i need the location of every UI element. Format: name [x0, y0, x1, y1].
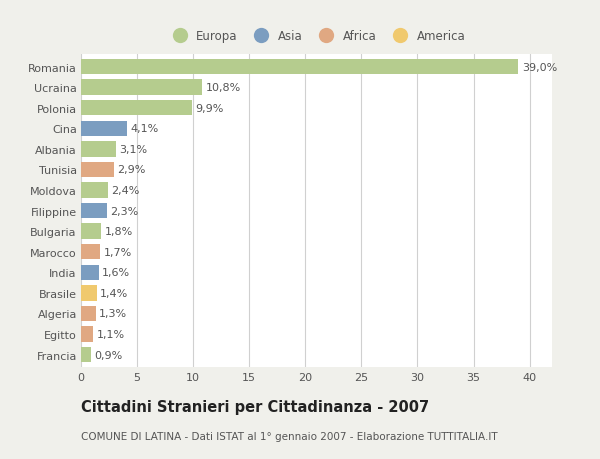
Text: 1,7%: 1,7% [103, 247, 131, 257]
Bar [81, 224, 101, 240]
Text: Cittadini Stranieri per Cittadinanza - 2007: Cittadini Stranieri per Cittadinanza - 2… [81, 399, 429, 414]
Text: 2,4%: 2,4% [111, 185, 140, 196]
Bar [81, 142, 116, 157]
Text: 10,8%: 10,8% [205, 83, 241, 93]
Bar [81, 327, 94, 342]
Text: 3,1%: 3,1% [119, 145, 147, 155]
Text: 4,1%: 4,1% [130, 124, 158, 134]
Text: 1,3%: 1,3% [99, 309, 127, 319]
Text: COMUNE DI LATINA - Dati ISTAT al 1° gennaio 2007 - Elaborazione TUTTITALIA.IT: COMUNE DI LATINA - Dati ISTAT al 1° genn… [81, 431, 497, 442]
Bar [81, 245, 100, 260]
Bar [81, 183, 108, 198]
Bar [81, 265, 99, 280]
Bar [81, 285, 97, 301]
Text: 2,3%: 2,3% [110, 206, 139, 216]
Bar [81, 121, 127, 137]
Bar [81, 60, 518, 75]
Text: 2,9%: 2,9% [117, 165, 145, 175]
Bar [81, 306, 95, 321]
Text: 9,9%: 9,9% [196, 103, 224, 113]
Bar [81, 347, 91, 363]
Text: 1,8%: 1,8% [104, 227, 133, 237]
Legend: Europa, Asia, Africa, America: Europa, Asia, Africa, America [168, 30, 465, 43]
Text: 39,0%: 39,0% [522, 62, 557, 73]
Bar [81, 101, 192, 116]
Bar [81, 80, 202, 95]
Text: 1,4%: 1,4% [100, 288, 128, 298]
Text: 1,6%: 1,6% [103, 268, 130, 278]
Text: 1,1%: 1,1% [97, 330, 125, 339]
Bar [81, 203, 107, 219]
Bar [81, 162, 113, 178]
Text: 0,9%: 0,9% [94, 350, 123, 360]
